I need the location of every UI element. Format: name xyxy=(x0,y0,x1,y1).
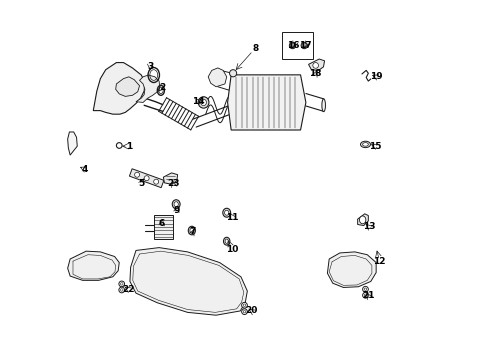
Polygon shape xyxy=(130,248,247,315)
Text: 22: 22 xyxy=(122,285,135,294)
Text: 2: 2 xyxy=(159,83,165,92)
Text: 13: 13 xyxy=(362,222,374,231)
Ellipse shape xyxy=(120,283,122,285)
Text: 17: 17 xyxy=(299,41,311,50)
Text: 10: 10 xyxy=(225,245,238,254)
Ellipse shape xyxy=(200,99,206,105)
Circle shape xyxy=(229,70,236,77)
Ellipse shape xyxy=(248,98,254,106)
Text: 18: 18 xyxy=(309,69,321,78)
Polygon shape xyxy=(308,59,324,71)
Circle shape xyxy=(153,179,158,184)
Text: 9: 9 xyxy=(173,206,180,215)
Text: 6: 6 xyxy=(159,219,165,228)
Ellipse shape xyxy=(243,310,245,313)
Polygon shape xyxy=(67,132,77,155)
Polygon shape xyxy=(93,63,144,114)
Polygon shape xyxy=(208,68,226,87)
Ellipse shape xyxy=(243,304,245,306)
Polygon shape xyxy=(227,75,305,130)
Text: 16: 16 xyxy=(287,41,299,50)
Text: 4: 4 xyxy=(81,165,88,174)
Ellipse shape xyxy=(364,294,366,297)
Circle shape xyxy=(134,172,139,177)
Ellipse shape xyxy=(223,237,229,245)
Circle shape xyxy=(144,176,149,181)
Circle shape xyxy=(301,43,306,48)
Polygon shape xyxy=(116,77,139,96)
Ellipse shape xyxy=(120,289,122,291)
Polygon shape xyxy=(153,215,173,239)
Ellipse shape xyxy=(188,226,195,235)
Ellipse shape xyxy=(289,42,295,49)
Ellipse shape xyxy=(224,210,228,215)
Circle shape xyxy=(116,143,122,148)
Ellipse shape xyxy=(224,239,228,243)
Polygon shape xyxy=(327,252,375,288)
Circle shape xyxy=(289,43,294,48)
Polygon shape xyxy=(357,214,367,226)
Text: 8: 8 xyxy=(251,44,258,53)
Ellipse shape xyxy=(241,302,247,308)
Ellipse shape xyxy=(359,216,365,224)
Text: 3: 3 xyxy=(147,62,153,71)
Ellipse shape xyxy=(362,292,367,298)
Text: 5: 5 xyxy=(138,179,144,188)
Text: 19: 19 xyxy=(369,72,382,81)
Ellipse shape xyxy=(301,42,307,49)
Polygon shape xyxy=(67,251,119,280)
Circle shape xyxy=(312,63,318,68)
Ellipse shape xyxy=(362,287,367,292)
Text: 23: 23 xyxy=(167,179,179,188)
Ellipse shape xyxy=(360,141,370,148)
Text: 11: 11 xyxy=(225,213,238,222)
Ellipse shape xyxy=(172,200,180,209)
Text: 15: 15 xyxy=(368,142,381,151)
Text: 7: 7 xyxy=(189,227,196,236)
Ellipse shape xyxy=(189,228,193,233)
Text: 21: 21 xyxy=(361,291,374,300)
Ellipse shape xyxy=(223,208,230,217)
Text: 12: 12 xyxy=(373,257,385,266)
Text: 14: 14 xyxy=(191,97,204,106)
Ellipse shape xyxy=(198,97,208,108)
Ellipse shape xyxy=(362,143,367,146)
Ellipse shape xyxy=(119,281,124,287)
Bar xyxy=(281,32,312,59)
Ellipse shape xyxy=(241,309,247,315)
Text: 20: 20 xyxy=(245,306,257,315)
Ellipse shape xyxy=(119,287,124,293)
Ellipse shape xyxy=(174,202,178,207)
Ellipse shape xyxy=(321,99,325,112)
Polygon shape xyxy=(163,173,177,184)
Ellipse shape xyxy=(364,288,366,291)
Polygon shape xyxy=(129,169,163,188)
Text: 1: 1 xyxy=(125,142,132,151)
Polygon shape xyxy=(136,75,160,103)
